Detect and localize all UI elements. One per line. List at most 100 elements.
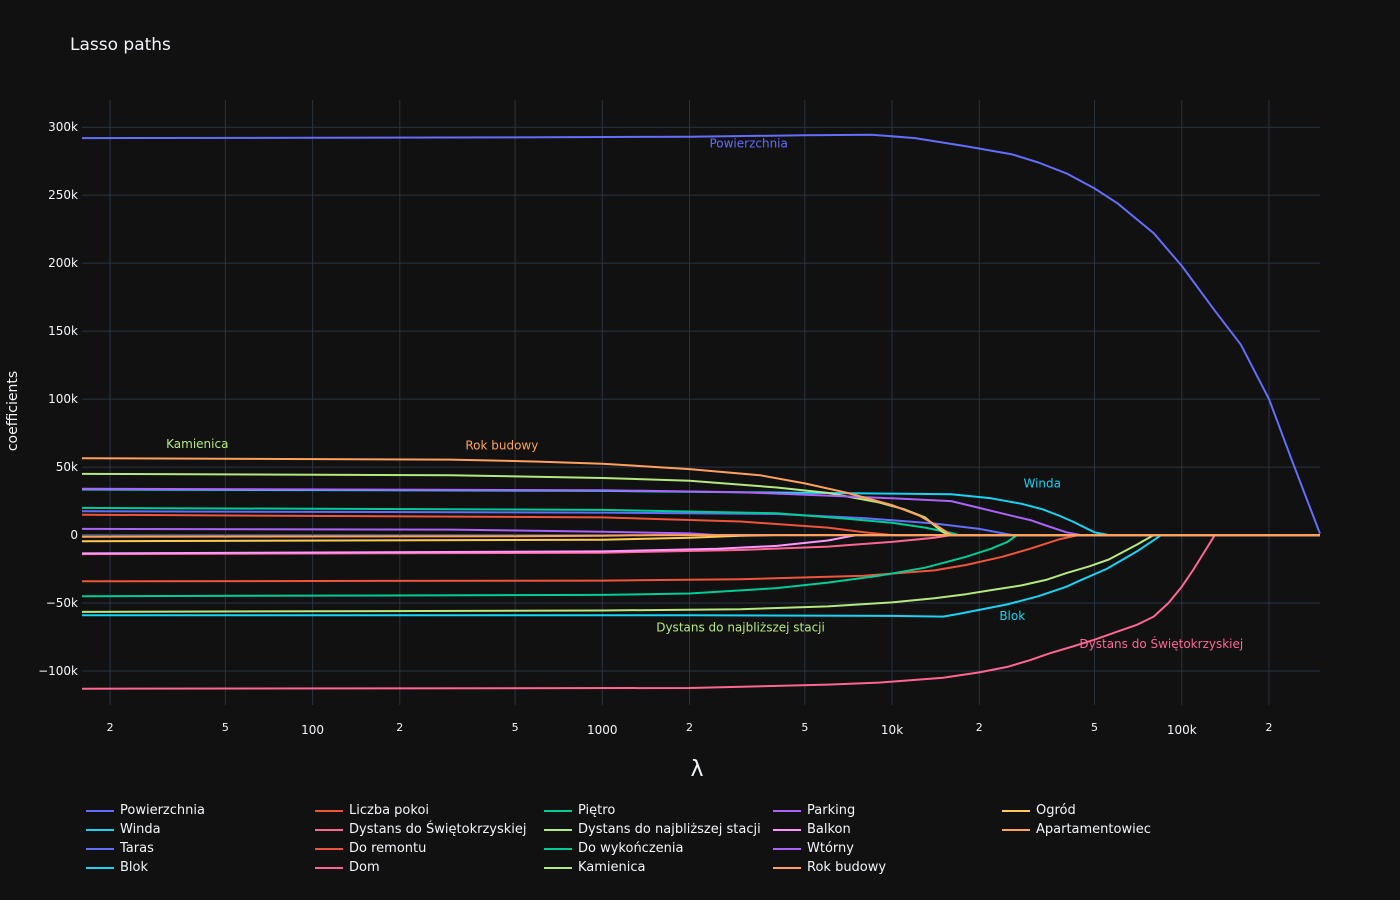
- legend-label: Rok budowy: [807, 860, 887, 875]
- x-minor-tick-label: 2: [107, 721, 114, 734]
- legend-swatch: [773, 847, 801, 850]
- x-minor-tick-label: 2: [976, 721, 983, 734]
- chart-title: Lasso paths: [70, 35, 171, 55]
- y-tick-label: 250k: [48, 188, 78, 202]
- y-tick-label: 200k: [48, 256, 78, 270]
- legend-item[interactable]: Blok: [86, 859, 315, 876]
- legend-label: Blok: [120, 860, 149, 875]
- legend-label: Dystans do Świętokrzyskiej: [349, 822, 527, 837]
- annotation-label: Rok budowy: [465, 438, 538, 452]
- legend-item[interactable]: Piętro: [544, 802, 773, 819]
- series-line-11: [81, 472, 1320, 537]
- axis-ticks: 300k 250k 200k 150k 100k 50k 0 −50k −100k 100 1000…: [38, 120, 1272, 737]
- annotation-label: Dystans do najbliższej stacji: [656, 621, 825, 635]
- legend-label: Powierzchnia: [120, 803, 205, 818]
- legend-item[interactable]: Do remontu: [315, 840, 544, 857]
- series-lines: [81, 133, 1321, 690]
- legend-label: Do remontu: [349, 841, 427, 856]
- legend-label: Parking: [807, 803, 856, 818]
- legend: Powierzchnia Liczba pokoi Piętro Parking Ogr…: [86, 802, 1286, 876]
- series-line-0: [81, 133, 1321, 535]
- grid: [82, 100, 1320, 705]
- legend-label: Taras: [120, 841, 154, 856]
- y-tick-label: −100k: [38, 664, 78, 678]
- legend-label: Piętro: [578, 803, 616, 818]
- legend-item[interactable]: Apartamentowiec: [1002, 821, 1231, 838]
- series-line-8: [81, 534, 1320, 598]
- legend-swatch: [86, 866, 114, 869]
- y-axis-title: coefficients: [5, 371, 21, 451]
- legend-swatch: [86, 809, 114, 812]
- legend-swatch: [544, 866, 572, 869]
- legend-swatch: [86, 847, 114, 850]
- y-tick-label: −50k: [46, 596, 78, 610]
- legend-item[interactable]: Winda: [86, 821, 315, 838]
- legend-item[interactable]: Rok budowy: [773, 859, 1002, 876]
- annotation-label: Dystans do Świętokrzyskiej: [1079, 636, 1243, 651]
- legend-swatch: [1002, 828, 1030, 831]
- legend-item[interactable]: Dom: [315, 859, 544, 876]
- x-axis-title: λ: [690, 757, 703, 782]
- x-minor-tick-label: 2: [1265, 721, 1272, 734]
- legend-item[interactable]: Balkon: [773, 821, 1002, 838]
- legend-item[interactable]: Powierzchnia: [86, 802, 315, 819]
- series-line-3: [82, 534, 1320, 618]
- legend-swatch: [86, 828, 114, 831]
- legend-label: Liczba pokoi: [349, 803, 430, 818]
- legend-item[interactable]: Taras: [86, 840, 315, 857]
- series-line-5: [81, 534, 1320, 690]
- lasso-paths-chart: Lasso paths 300k 250k 200k 150k 100k 50k 0 −50k…: [5, 35, 1321, 782]
- annotation-label: Winda: [1024, 476, 1062, 490]
- legend-label: Dystans do najbliższej stacji: [578, 822, 761, 837]
- legend-swatch: [773, 828, 801, 831]
- legend-item[interactable]: [1002, 840, 1231, 857]
- legend-item[interactable]: Wtórny: [773, 840, 1002, 857]
- legend-label: Apartamentowiec: [1036, 822, 1151, 837]
- legend-item[interactable]: Parking: [773, 802, 1002, 819]
- legend-swatch: [773, 866, 801, 869]
- x-minor-tick-label: 2: [396, 721, 403, 734]
- annotation-label: Kamienica: [166, 437, 228, 451]
- x-minor-tick-label: 2: [686, 721, 693, 734]
- annotation-label: Blok: [999, 609, 1025, 623]
- annotations: Powierzchnia Kamienica Rok budowy Winda Dyst…: [166, 137, 1243, 651]
- series-line-17: [81, 534, 1320, 538]
- y-tick-label: 300k: [48, 120, 78, 134]
- legend-swatch: [315, 866, 343, 869]
- series-line-6: [81, 513, 1320, 537]
- annotation-label: Powierzchnia: [709, 137, 787, 151]
- legend-label: Balkon: [807, 822, 851, 837]
- legend-swatch: [315, 809, 343, 812]
- series-line-14: [81, 487, 1320, 537]
- legend-item[interactable]: Dystans do Świętokrzyskiej: [315, 821, 544, 838]
- legend-swatch: [544, 809, 572, 812]
- legend-item[interactable]: [1002, 859, 1231, 876]
- x-minor-tick-label: 5: [512, 721, 519, 734]
- x-tick-label: 10k: [881, 723, 903, 737]
- x-tick-label: 100k: [1167, 723, 1197, 737]
- legend-item[interactable]: Ogród: [1002, 802, 1231, 819]
- series-line-2: [81, 510, 1320, 537]
- legend-item[interactable]: Dystans do najbliższej stacji: [544, 821, 773, 838]
- y-tick-label: 150k: [48, 324, 78, 338]
- legend-swatch: [1002, 809, 1030, 812]
- x-tick-label: 1000: [587, 723, 618, 737]
- series-line-9: [81, 534, 1320, 613]
- legend-label: Kamienica: [578, 860, 646, 875]
- legend-swatch: [544, 828, 572, 831]
- legend-label: Wtórny: [807, 841, 854, 856]
- legend-swatch: [315, 828, 343, 831]
- legend-item[interactable]: Do wykończenia: [544, 840, 773, 857]
- legend-label: Dom: [349, 860, 380, 875]
- series-line-4: [81, 534, 1320, 583]
- legend-swatch: [544, 847, 572, 850]
- y-tick-label: 50k: [56, 460, 78, 474]
- y-tick-label: 0: [70, 528, 78, 542]
- series-line-15: [81, 457, 1320, 537]
- legend-label: Winda: [120, 822, 161, 837]
- x-tick-label: 100: [301, 723, 324, 737]
- x-minor-tick-label: 5: [801, 721, 808, 734]
- legend-item[interactable]: Liczba pokoi: [315, 802, 544, 819]
- legend-item[interactable]: Kamienica: [544, 859, 773, 876]
- legend-label: Ogród: [1036, 803, 1076, 818]
